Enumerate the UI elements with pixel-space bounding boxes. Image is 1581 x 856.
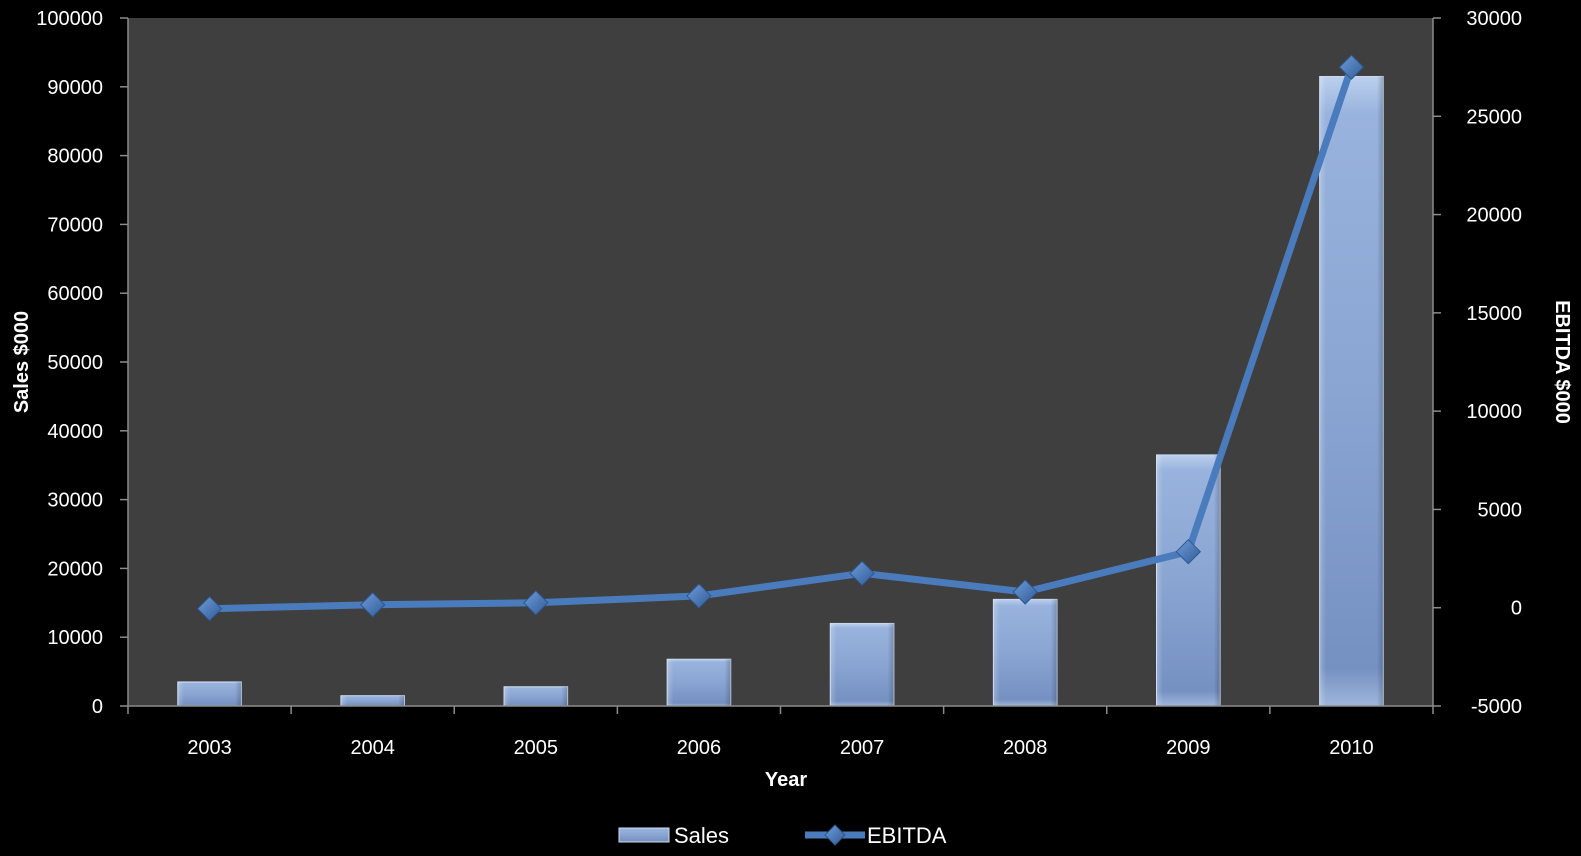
x-tick-label: 2003 xyxy=(187,737,232,759)
right-tick-label: 15000 xyxy=(1466,303,1522,325)
legend-item-ebitda[interactable]: EBITDA xyxy=(805,823,947,848)
legend-label-ebitda: EBITDA xyxy=(867,823,947,848)
x-tick-label: 2007 xyxy=(840,737,885,759)
right-tick-label: 10000 xyxy=(1466,401,1522,423)
ebitda-marker-2006 xyxy=(686,583,712,609)
x-axis-title: Year xyxy=(765,769,807,791)
left-tick-label: 20000 xyxy=(47,558,103,580)
right-axis-title: EBITDA $000 xyxy=(1551,300,1573,424)
ebitda-marker-2010 xyxy=(1338,54,1365,80)
ebitda-marker-2004 xyxy=(359,592,386,618)
ebitda-marker-2009 xyxy=(1175,538,1202,565)
legend-label-sales: Sales xyxy=(674,823,729,848)
left-tick-label: 0 xyxy=(92,696,103,718)
left-tick-label: 60000 xyxy=(47,283,103,305)
ebitda-marker-2007 xyxy=(849,560,875,587)
sales-bar-2003 xyxy=(177,681,242,707)
ebitda-marker-2005 xyxy=(523,590,549,616)
ebitda-marker-2003 xyxy=(196,595,223,622)
right-tick-label: 30000 xyxy=(1466,8,1522,30)
left-tick-label: 80000 xyxy=(47,146,103,168)
sales-bar-2010 xyxy=(1319,75,1384,707)
left-tick-label: 70000 xyxy=(47,214,103,236)
legend-item-sales[interactable]: Sales xyxy=(618,823,729,848)
right-tick-label: 25000 xyxy=(1466,106,1522,128)
ebitda-line xyxy=(209,66,1355,613)
legend-swatch-sales xyxy=(618,827,670,843)
right-tick-label: 20000 xyxy=(1466,205,1522,227)
right-tick-label: 5000 xyxy=(1478,499,1523,521)
x-tick-label: 2009 xyxy=(1166,737,1211,759)
sales-bar-shade xyxy=(504,686,568,706)
x-tick-label: 2004 xyxy=(350,737,395,759)
left-tick-label: 10000 xyxy=(47,627,103,649)
x-tick-label: 2008 xyxy=(1003,737,1048,759)
x-tick-label: 2005 xyxy=(514,737,559,759)
right-tick-label: -5000 xyxy=(1471,696,1522,718)
sales-bar-2005 xyxy=(503,686,569,707)
left-tick-label: 30000 xyxy=(47,490,103,512)
sales-bar-shade xyxy=(177,681,242,706)
left-axis-title: Sales $000 xyxy=(11,311,33,413)
sales-bar-shade xyxy=(993,599,1057,706)
sales-bar-2008 xyxy=(992,598,1058,707)
legend: Sales EBITDA xyxy=(618,823,947,848)
sales-bar-2004 xyxy=(340,695,405,707)
left-tick-label: 40000 xyxy=(47,421,103,443)
left-tick-label: 90000 xyxy=(47,77,103,99)
x-tick-label: 2006 xyxy=(677,737,722,759)
left-tick-label: 100000 xyxy=(36,8,103,30)
x-tick-label: 2010 xyxy=(1329,737,1374,759)
sales-bar-2007 xyxy=(829,622,895,707)
sales-bar-shade xyxy=(830,623,894,706)
right-tick-label: 0 xyxy=(1511,598,1522,620)
sales-bar-2006 xyxy=(666,658,732,707)
ebitda-marker-2008 xyxy=(1012,579,1038,605)
sales-bar-shade xyxy=(340,695,405,706)
sales-bar-shade xyxy=(667,659,731,706)
left-tick-label: 50000 xyxy=(47,352,103,374)
legend-swatch-marker-ebitda xyxy=(824,824,846,846)
sales-bar-shade xyxy=(1319,76,1384,707)
